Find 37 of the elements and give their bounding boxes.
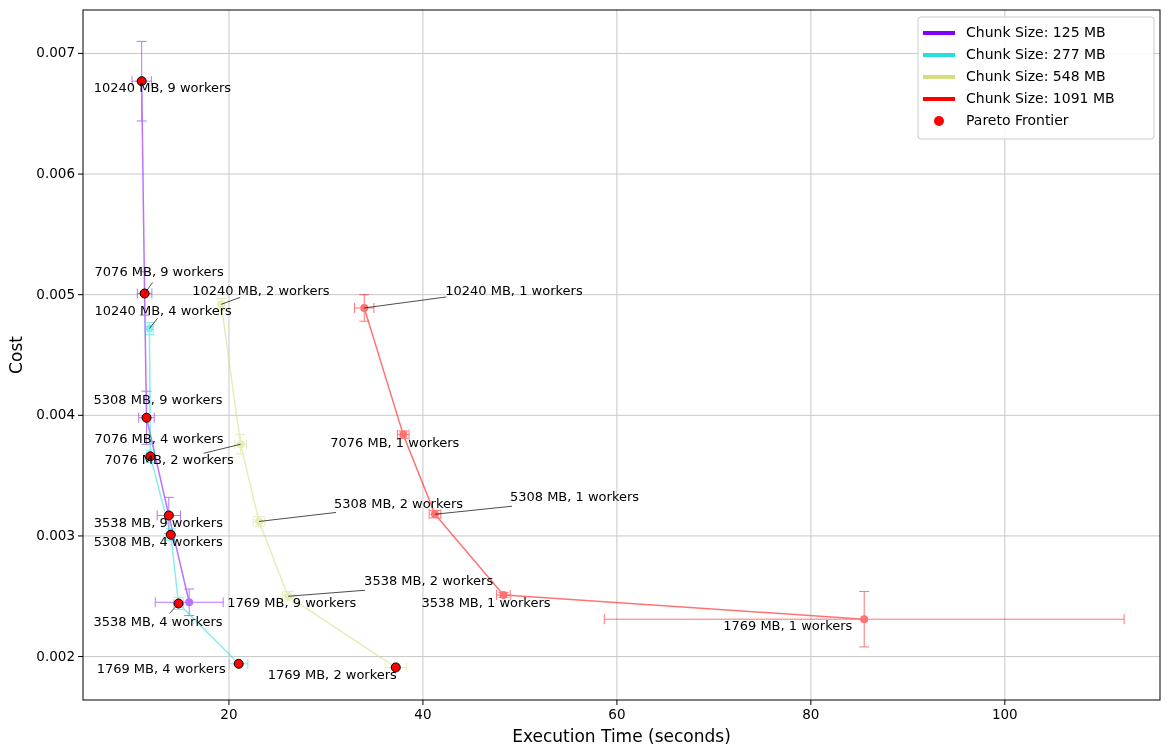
y-tick-label: 0.004 xyxy=(36,406,75,423)
annotation: 10240 MB, 9 workers xyxy=(93,79,232,95)
legend-label: Chunk Size: 1091 MB xyxy=(966,90,1115,106)
annotation: 10240 MB, 2 workers xyxy=(192,282,330,298)
annotation: 5308 MB, 2 workers xyxy=(334,495,464,511)
x-tick-label: 60 xyxy=(608,706,626,722)
annotation: 1769 MB, 1 workers xyxy=(723,617,853,633)
annotation: 3538 MB, 1 workers xyxy=(421,594,551,610)
annotation: 1769 MB, 2 workers xyxy=(267,666,398,682)
annotation: 7076 MB, 4 workers xyxy=(94,430,224,446)
legend-label: Pareto Frontier xyxy=(966,112,1069,128)
x-tick-label: 40 xyxy=(414,706,432,722)
annotation: 5308 MB, 4 workers xyxy=(93,534,224,550)
x-tick-label: 20 xyxy=(220,706,238,722)
y-tick-label: 0.007 xyxy=(36,44,75,61)
y-axis-title: Cost xyxy=(6,335,26,374)
legend-label: Chunk Size: 548 MB xyxy=(966,68,1106,84)
annotation: 3538 MB, 2 workers xyxy=(364,572,494,588)
y-tick-label: 0.003 xyxy=(36,526,75,543)
y-tick-label: 0.002 xyxy=(36,647,75,664)
annotation: 7076 MB, 1 workers xyxy=(330,435,460,451)
annotation: 5308 MB, 1 workers xyxy=(509,488,640,504)
x-tick-label: 100 xyxy=(991,706,1018,722)
annotation: 10240 MB, 4 workers xyxy=(94,302,233,318)
annotation: 7076 MB, 2 workers xyxy=(104,451,234,467)
legend-label: Chunk Size: 125 MB xyxy=(966,24,1106,40)
x-tick-label: 80 xyxy=(802,706,820,722)
y-tick-label: 0.005 xyxy=(36,285,75,302)
y-tick-label: 0.006 xyxy=(36,165,75,182)
annotation: 3538 MB, 9 workers xyxy=(93,514,224,530)
annotation: 1769 MB, 4 workers xyxy=(96,661,227,677)
annotation: 10240 MB, 1 workers xyxy=(445,283,583,299)
annotation: 7076 MB, 9 workers xyxy=(94,263,224,279)
point xyxy=(860,615,869,624)
x-axis-title: Execution Time (seconds) xyxy=(512,726,731,746)
legend-label: Chunk Size: 277 MB xyxy=(966,46,1106,62)
annotation: 3538 MB, 4 workers xyxy=(93,614,223,629)
